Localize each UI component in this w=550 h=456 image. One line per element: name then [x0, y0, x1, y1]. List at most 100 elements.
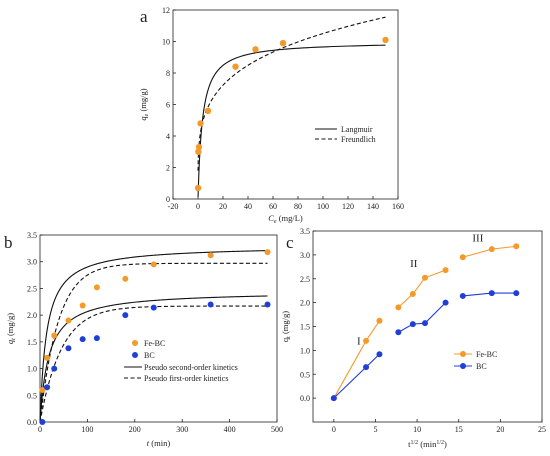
segment-line-bc: [333, 353, 380, 399]
segment-line-fe-bc: [397, 269, 446, 308]
data-point-bc: [264, 301, 271, 308]
data-point-fe-bc: [79, 302, 86, 309]
panel-c-xtick-label: 0: [332, 425, 336, 434]
legend-label-freundlich: Freundlich: [341, 135, 376, 144]
data-point: [195, 148, 202, 155]
panel-a-ytick-label: 12: [162, 6, 170, 15]
data-point-fe-bc: [513, 243, 520, 250]
panel-a-xtick-label: 160: [392, 202, 404, 211]
panel-b-ytick-label: 3.0: [27, 258, 37, 267]
panel-c-ytick-label: 3.0: [300, 251, 310, 260]
data-point-fe-bc: [44, 354, 51, 361]
panel-a-ytick-label: 0: [166, 195, 170, 204]
panel-a-legend: Langmuir Freundlich: [315, 125, 376, 144]
legend-marker-c-bc: [460, 363, 466, 369]
panel-b-points: [39, 249, 271, 425]
data-point-bc: [363, 364, 370, 371]
panel-a-xlabel: Ce (mg/L): [268, 213, 303, 225]
data-point: [252, 46, 259, 53]
panel-c-xtick-label: 20: [496, 425, 504, 434]
data-point-bc: [330, 395, 337, 402]
panel-a-frame: [172, 9, 399, 200]
data-point: [382, 36, 389, 44]
panel-b-ytick-label: 2.0: [27, 311, 37, 320]
panel-c-ytick-label: 1.5: [300, 323, 310, 332]
data-point: [197, 120, 204, 127]
panel-a-ytick-label: 8: [166, 69, 170, 78]
panel-b-ytick-label: 1.5: [27, 338, 37, 347]
data-point-fe-bc: [93, 284, 100, 291]
fit-line-pso-fe-bc: [39, 250, 268, 423]
panel-a-points: [194, 36, 389, 192]
panel-c-xtick-label: 15: [455, 425, 463, 434]
data-point-bc: [150, 304, 157, 311]
data-point-bc: [39, 419, 46, 425]
panel-b-xtick-label: 200: [129, 425, 141, 434]
panel-a-xtick-label: 0: [196, 202, 200, 211]
panel-a-fit-lines: [197, 16, 386, 197]
panel-b-xtick-label: 500: [271, 425, 283, 434]
data-point-bc: [79, 336, 86, 343]
panel-b-frame: [39, 234, 278, 423]
legend-marker-bc: [132, 352, 138, 358]
data-point: [204, 107, 212, 115]
panel-b-ylabel: qt (mg/g): [5, 313, 17, 344]
panel-a-xtick-label: -20: [168, 202, 179, 211]
panel-a-letter: a: [140, 7, 148, 26]
panel-b-legend: Fe-BC BC Pseudo second-order kinetics Ps…: [124, 339, 238, 383]
panel-c-ylabel: qt (mg/g): [280, 311, 292, 342]
fit-line-langmuir: [197, 44, 386, 197]
panel-b-ytick-label: 0.0: [27, 418, 37, 427]
panel-b-ytick-label: 1.0: [27, 365, 37, 374]
legend-label-langmuir: Langmuir: [341, 125, 373, 134]
panel-c-frame: [312, 230, 543, 423]
panel-c-ytick-label: 1.0: [300, 346, 310, 355]
legend-label-pfo: Pseudo first-order kinetics: [144, 374, 228, 383]
data-point-bc: [459, 292, 466, 299]
fit-line-pso-bc: [39, 295, 268, 423]
panel-c-xtick-label: 10: [413, 425, 421, 434]
panel-c-points: [330, 243, 520, 402]
data-point-fe-bc: [442, 267, 449, 274]
panel-a-ytick-label: 4: [166, 132, 170, 141]
data-point-fe-bc: [65, 317, 72, 324]
panel-c-legend: Fe-BC BC: [454, 350, 497, 371]
legend-label-bc: BC: [144, 351, 155, 360]
data-point: [279, 39, 287, 47]
stage-label: III: [472, 233, 483, 245]
data-point-bc: [513, 290, 520, 297]
panel-c-letter: c: [286, 233, 294, 252]
legend-label-c-bc: BC: [476, 362, 487, 371]
data-point-fe-bc: [488, 246, 495, 253]
data-point-bc: [442, 299, 449, 306]
panel-c-ticks: 0 5 10 15 20 25 0.0 0.5 1.0 1.5 2.0 2.5 3.0 3.5: [300, 227, 546, 434]
data-point-fe-bc: [122, 275, 129, 282]
panel-a-xtick-label: 140: [367, 202, 379, 211]
fit-line-freundlich: [197, 16, 386, 171]
legend-label-fe-bc: Fe-BC: [144, 339, 165, 348]
data-point-bc: [122, 312, 129, 319]
panel-b-letter: b: [4, 233, 13, 252]
panel-c-xtick-label: 25: [538, 425, 546, 434]
data-point-fe-bc: [207, 252, 214, 259]
legend-label-c-fe-bc: Fe-BC: [476, 350, 497, 359]
data-point-bc: [44, 384, 51, 391]
data-point-bc: [422, 320, 429, 327]
panel-c-ytick-label: 0.5: [300, 370, 310, 379]
stage-label: II: [410, 258, 418, 270]
data-point-bc: [488, 290, 495, 297]
data-point-bc: [409, 321, 416, 328]
panel-b-ticks: 0 100 200 300 400 500 0.0 0.5 1.0 1.5 2.0 2.5 3.0 3.5: [27, 231, 283, 434]
data-point-bc: [65, 345, 72, 352]
segment-line-bc: [398, 302, 446, 333]
data-point-fe-bc: [150, 261, 157, 268]
data-point-fe-bc: [395, 304, 402, 311]
panel-b-ytick-label: 3.5: [27, 231, 37, 240]
panel-b-ytick-label: 2.5: [27, 284, 37, 293]
panel-a-ytick-label: 10: [162, 38, 170, 47]
panel-c-ytick-label: 0.0: [300, 394, 310, 403]
data-point-fe-bc: [51, 332, 58, 339]
data-point-fe-bc: [409, 291, 416, 298]
fit-line-pfo-fe-bc: [39, 262, 268, 423]
